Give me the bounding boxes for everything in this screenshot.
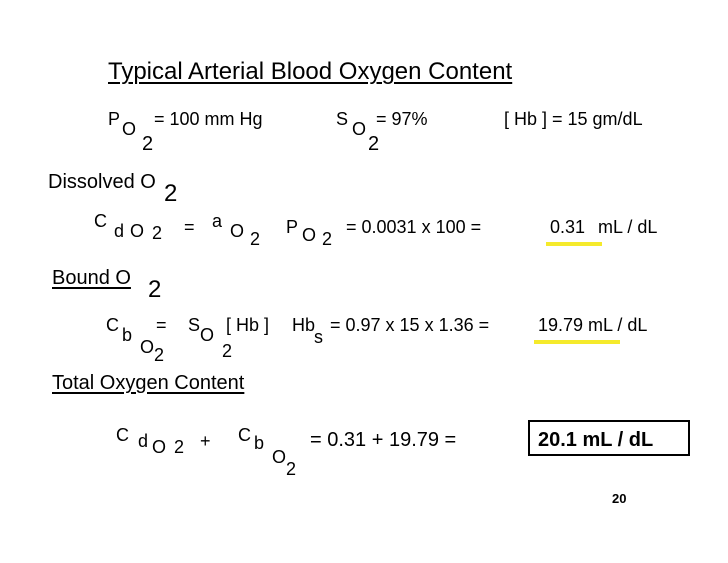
page-number: 20 — [612, 491, 627, 506]
symbol-c: C — [116, 425, 129, 445]
symbol-d: d — [138, 431, 149, 451]
equals-sign: = — [156, 315, 167, 335]
equals-sign: = — [184, 217, 195, 237]
hb-value: [ Hb ] = 15 gm/dL — [504, 109, 643, 129]
subscript-2: 2 — [368, 133, 380, 155]
bound-result: 19.79 mL / dL — [538, 315, 648, 335]
symbol-o: O — [152, 437, 167, 457]
symbol-o: O — [302, 225, 317, 245]
hb-symbol: Hb — [292, 315, 316, 335]
dissolved-heading-text: Dissolved O — [48, 171, 156, 193]
symbol-b: b — [254, 433, 265, 453]
subscript-2: 2 — [148, 276, 162, 303]
symbol-s-subscript: s — [314, 327, 323, 347]
subscript-2: 2 — [322, 229, 333, 249]
symbol-o: O — [352, 119, 367, 139]
symbol-s: S — [188, 315, 201, 335]
symbol-b: b — [122, 325, 133, 345]
subscript-2: 2 — [152, 223, 163, 243]
symbol-d: d — [114, 221, 125, 241]
bound-heading-text: Bound O — [52, 267, 131, 289]
symbol-o: O — [200, 325, 215, 345]
hb-concentration: [ Hb ] — [226, 315, 270, 335]
subscript-2: 2 — [164, 180, 178, 207]
total-result-box: 20.1 mL / dL — [528, 420, 690, 456]
symbol-c: C — [238, 425, 251, 445]
symbol-c: C — [94, 211, 107, 231]
symbol-p: P — [286, 217, 299, 237]
po2-value: = 100 mm Hg — [154, 109, 263, 129]
so2-value: = 97% — [376, 109, 428, 129]
symbol-o: O — [122, 119, 137, 139]
symbol-c: C — [106, 315, 119, 335]
dissolved-unit: mL / dL — [598, 217, 658, 237]
symbol-s: S — [336, 109, 349, 129]
subscript-2: 2 — [286, 459, 297, 479]
symbol-o: O — [140, 337, 155, 357]
dissolved-calc: = 0.0031 x 100 = — [346, 217, 482, 237]
symbol-alpha: a — [212, 211, 223, 231]
subscript-2: 2 — [174, 437, 185, 457]
symbol-o: O — [230, 221, 245, 241]
bound-calc: = 0.97 x 15 x 1.36 = — [330, 315, 490, 335]
highlight-bar — [534, 340, 620, 344]
symbol-o: O — [272, 447, 287, 467]
plus-sign: + — [200, 431, 211, 451]
symbol-o: O — [130, 221, 145, 241]
page-title: Typical Arterial Blood Oxygen Content — [108, 58, 513, 85]
total-result: 20.1 mL / dL — [538, 429, 654, 451]
dissolved-result: 0.31 — [550, 217, 586, 237]
symbol-p: P — [108, 109, 121, 129]
total-calc: = 0.31 + 19.79 = — [310, 429, 457, 451]
subscript-2: 2 — [222, 341, 233, 361]
subscript-2: 2 — [142, 133, 154, 155]
total-heading: Total Oxygen Content — [52, 372, 245, 394]
highlight-bar — [546, 242, 602, 246]
subscript-2: 2 — [154, 345, 165, 365]
subscript-2: 2 — [250, 229, 261, 249]
